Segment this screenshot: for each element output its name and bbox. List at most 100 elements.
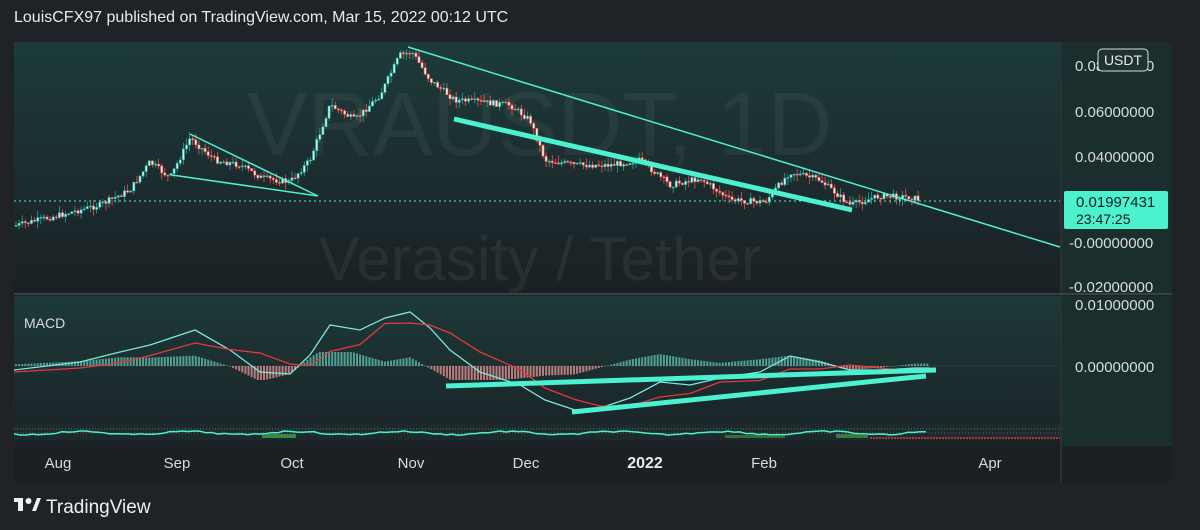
macd-histogram-bar — [294, 366, 296, 370]
candle-body — [823, 182, 827, 186]
candle-body — [572, 162, 576, 165]
candle-body — [203, 147, 207, 152]
macd-histogram-bar — [566, 366, 569, 375]
macd-histogram-bar — [83, 360, 86, 366]
macd-histogram-bar — [774, 357, 777, 366]
candle-body — [606, 163, 610, 167]
macd-histogram-bar — [728, 361, 730, 366]
macd-histogram-bar — [783, 356, 786, 366]
macd-histogram-bar — [762, 358, 765, 366]
macd-histogram-bar — [70, 361, 73, 366]
macd-histogram-bar — [793, 356, 796, 366]
macd-histogram-bar — [821, 361, 823, 366]
time-axis-pane[interactable] — [14, 446, 1172, 482]
candle-body — [541, 144, 545, 157]
candle-body — [433, 82, 436, 84]
macd-histogram-bar — [436, 366, 439, 373]
candle-body — [48, 218, 52, 221]
macd-histogram-bar — [170, 356, 172, 366]
candle-body — [457, 99, 461, 103]
price-tick: 0.04000000 — [1075, 149, 1154, 166]
candle-body — [547, 160, 551, 163]
macd-histogram-bar — [467, 366, 470, 380]
macd-histogram-bar — [445, 366, 448, 378]
wedge-upper-line[interactable] — [189, 133, 319, 197]
macd-histogram-bar — [108, 358, 110, 366]
macd-resistance-line[interactable] — [445, 367, 937, 389]
macd-axis-pane[interactable] — [1062, 296, 1172, 446]
macd-histogram-bar — [889, 366, 892, 367]
time-label: Aug — [45, 455, 72, 472]
macd-histogram-bar — [151, 357, 154, 366]
macd-support-line[interactable] — [571, 373, 927, 415]
macd-tick: 0.00000000 — [1075, 359, 1154, 376]
macd-histogram-bar — [346, 352, 349, 366]
macd-histogram-bar — [418, 362, 420, 366]
candle-body — [51, 216, 55, 221]
candle-body — [584, 164, 588, 168]
macd-histogram-bar — [861, 366, 864, 370]
wedge-lower-line[interactable] — [171, 174, 319, 197]
candle-body — [250, 168, 254, 172]
price-axis-pane[interactable] — [1062, 42, 1172, 293]
macd-histogram-bar — [681, 357, 684, 366]
candle-body — [811, 174, 815, 178]
macd-histogram-bar — [765, 358, 768, 366]
macd-histogram-bar — [173, 356, 176, 366]
main-chart-pane[interactable] — [14, 42, 1060, 293]
macd-histogram-bar — [244, 366, 247, 374]
candle-body — [674, 180, 678, 188]
candle-body — [464, 98, 467, 102]
candle-body — [507, 101, 511, 106]
macd-histogram-bar — [926, 363, 929, 366]
macd-histogram-bar — [548, 366, 551, 376]
candle-body — [566, 160, 570, 163]
candle-body — [411, 52, 415, 55]
macd-histogram-bar — [449, 366, 451, 380]
macd-histogram-bar — [532, 366, 535, 377]
candle-body — [194, 139, 198, 146]
macd-indicator-label[interactable]: MACD — [24, 315, 65, 331]
macd-histogram-bar — [238, 366, 241, 371]
macd-histogram-bar — [135, 357, 138, 366]
candle-body — [460, 98, 464, 101]
macd-histogram-bar — [383, 361, 386, 366]
macd-histogram-bar — [703, 360, 706, 366]
candle-body — [138, 175, 142, 183]
macd-histogram-bar — [545, 366, 548, 376]
candle-body — [721, 192, 725, 196]
macd-histogram-bar — [442, 366, 445, 377]
candle-body — [553, 162, 557, 165]
macd-histogram-bar — [396, 359, 399, 366]
descending-trendline[interactable] — [407, 46, 1061, 248]
candle-body — [206, 151, 210, 156]
candle-body — [278, 182, 281, 184]
currency-badge[interactable] — [1097, 48, 1149, 72]
candle-body — [699, 179, 703, 181]
candle-body — [848, 201, 852, 205]
macd-histogram-bar — [625, 360, 628, 366]
macd-histogram-bar — [852, 366, 854, 370]
macd-histogram-bar — [201, 357, 203, 366]
support-trendline[interactable] — [453, 116, 853, 213]
macd-histogram-bar — [219, 363, 222, 366]
last-price-value: 0.01997431 — [1076, 194, 1155, 211]
macd-histogram-bar — [328, 352, 331, 366]
candle-body — [668, 181, 672, 188]
macd-histogram-bar — [817, 360, 820, 366]
candle-body — [92, 205, 95, 210]
macd-histogram-bar — [653, 355, 656, 366]
candle-body — [417, 56, 421, 63]
candle-body — [23, 221, 27, 224]
candle-body — [17, 222, 21, 226]
candle-body — [485, 100, 489, 103]
macd-histogram-bar — [365, 356, 368, 366]
macd-histogram-bar — [427, 366, 430, 368]
candle-body — [219, 161, 223, 164]
candle-body — [544, 155, 548, 162]
time-label: Apr — [978, 455, 1001, 472]
candle-body — [510, 104, 514, 110]
macd-histogram-bar — [644, 356, 647, 366]
candle-body — [293, 177, 297, 180]
